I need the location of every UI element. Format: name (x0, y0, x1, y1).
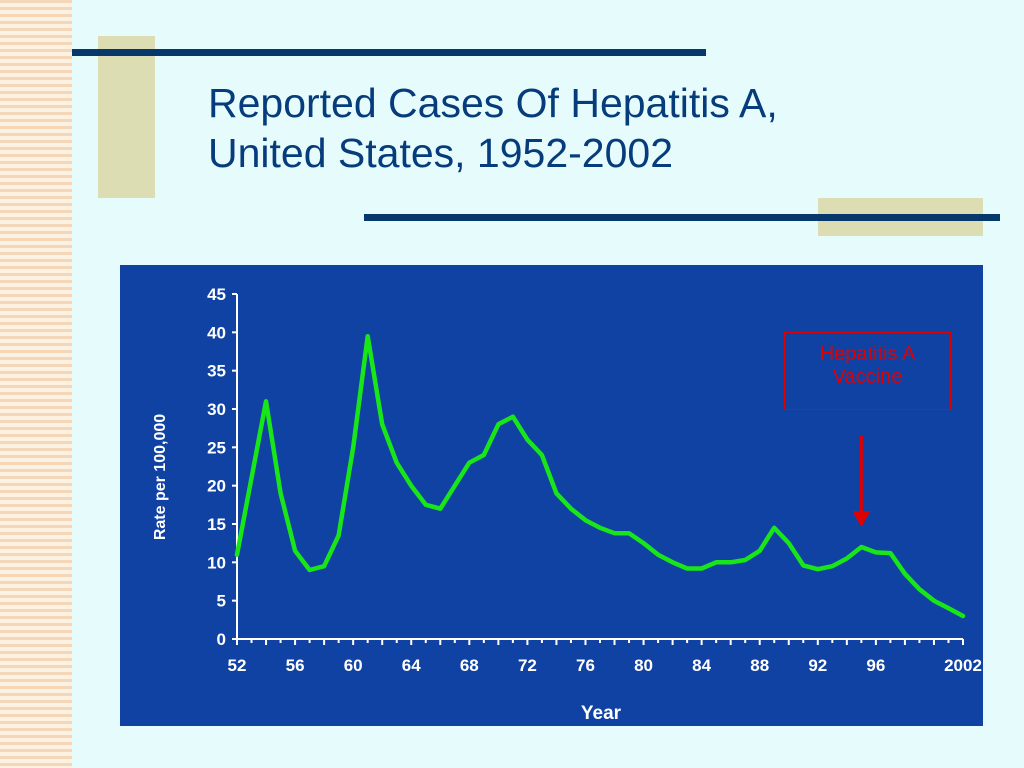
x-tick-label: 80 (634, 656, 653, 675)
x-tick-label: 64 (402, 656, 421, 675)
y-tick-label: 0 (217, 630, 226, 649)
x-tick-label: 84 (692, 656, 711, 675)
hepatitis-a-rate-chart: 0 5 10 15 20 25 30 35 40 45 52 56 60 64 68 72 76 80 84 88 9… (152, 285, 982, 724)
x-tick-label: 88 (750, 656, 769, 675)
x-tick-label: 52 (228, 656, 247, 675)
x-tick-label: 56 (286, 656, 305, 675)
y-tick-label: 20 (207, 477, 226, 496)
y-tick-label: 15 (207, 515, 226, 534)
y-tick-label: 25 (207, 438, 226, 457)
chart-panel: 0 5 10 15 20 25 30 35 40 45 52 56 60 64 68 72 76 80 84 88 9… (120, 265, 983, 726)
x-tick-label: 2002 (944, 656, 982, 675)
x-tick-label: 72 (518, 656, 537, 675)
y-tick-label: 10 (207, 553, 226, 572)
bottom-accent-rule (364, 214, 1000, 221)
striped-sidebar-decoration (0, 0, 72, 768)
annotation-line-1: Hepatitis A (819, 343, 916, 365)
tan-accent-block-top (98, 36, 155, 198)
x-tick-label: 68 (460, 656, 479, 675)
vaccine-arrow (852, 436, 871, 527)
y-tick-label: 30 (207, 400, 226, 419)
x-axis-ticks: 52 56 60 64 68 72 76 80 84 88 92 96 2002 (228, 639, 982, 675)
slide-title-line-1: Reported Cases Of Hepatitis A, (208, 80, 778, 126)
x-tick-label: 76 (576, 656, 595, 675)
vaccine-annotation: Hepatitis A Vaccine (784, 332, 951, 410)
annotation-line-2: Vaccine (832, 366, 903, 388)
y-axis-title: Rate per 100,000 (152, 414, 169, 540)
x-tick-label: 60 (344, 656, 363, 675)
top-accent-rule (72, 49, 706, 56)
y-tick-label: 40 (207, 323, 226, 342)
arrow-head (852, 511, 871, 527)
x-tick-label: 92 (808, 656, 827, 675)
y-tick-label: 45 (207, 285, 226, 304)
x-axis-title: Year (581, 703, 622, 724)
slide-title-line-2: United States, 1952-2002 (208, 130, 673, 176)
y-tick-label: 5 (217, 592, 226, 611)
series-group (234, 333, 966, 619)
x-tick-label: 96 (866, 656, 885, 675)
slide-title: Reported Cases Of Hepatitis A, United St… (208, 78, 988, 178)
y-tick-label: 35 (207, 362, 226, 381)
y-axis-ticks: 0 5 10 15 20 25 30 35 40 45 (207, 285, 237, 649)
